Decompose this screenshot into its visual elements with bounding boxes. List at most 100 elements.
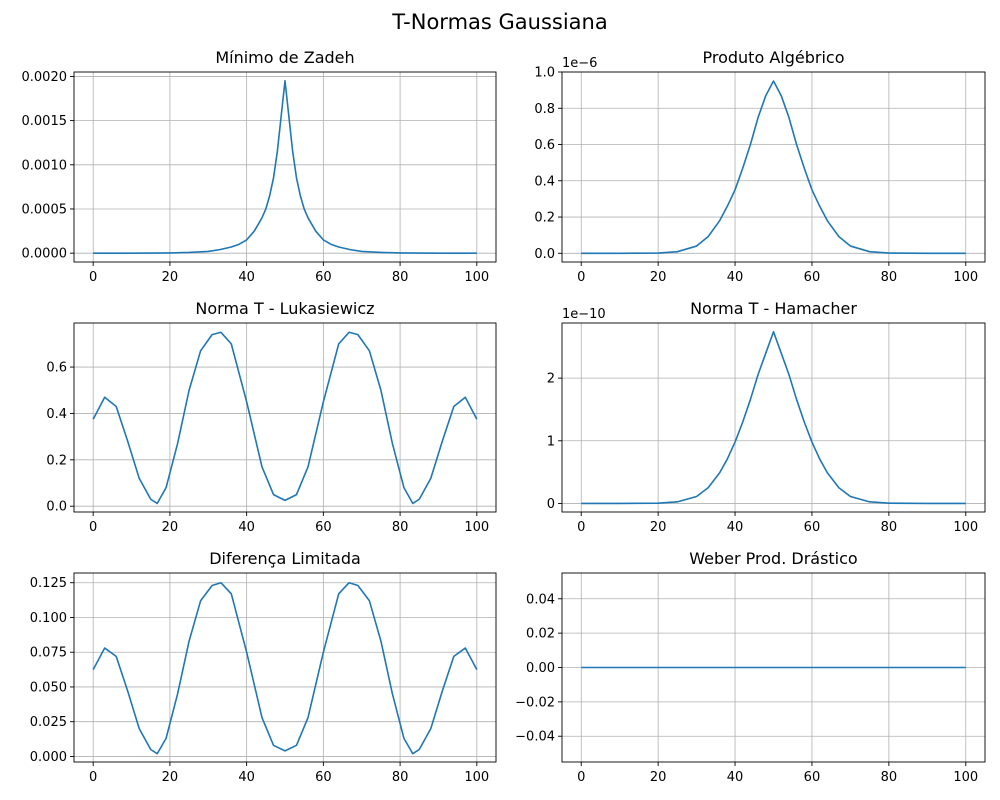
x-tick-label: 0 [577,770,585,785]
data-point [803,421,805,423]
y-tick-label: −0.02 [515,695,555,710]
data-point [965,503,967,505]
data-point [380,389,382,391]
data-point [757,117,759,119]
axes-frame [73,322,497,513]
data-point [441,440,443,442]
x-tick-label: 60 [315,520,332,535]
data-point [392,443,394,445]
y-offset-label: 1e−6 [562,56,597,71]
y-tick-label: 0.100 [30,611,67,626]
data-point [188,252,190,254]
data-point [773,331,775,333]
data-point [303,208,305,210]
subplot-title: Weber Prod. Drástico [689,549,857,568]
x-tick-label: 20 [162,520,179,535]
data-point [927,252,929,254]
y-tick-label: 0.125 [30,576,67,591]
x-tick-label: 100 [464,520,489,535]
data-point [280,115,282,117]
series-line [581,330,966,505]
series-line [92,331,478,505]
y-tick-label: 0.6 [46,361,67,376]
data-point [580,252,582,254]
data-point [284,500,286,502]
data-point [307,717,309,719]
y-tick-label: 0.2 [46,453,67,468]
data-point [888,502,890,504]
x-tick-label: 0 [89,270,97,285]
data-point [438,252,440,254]
data-point [127,440,129,442]
series-line [93,80,477,254]
y-tick-label: 0.075 [30,646,67,661]
data-point [200,350,202,352]
data-point [796,399,798,401]
data-point [657,502,659,504]
data-point [696,496,698,498]
data-point [338,343,340,345]
data-point [296,494,298,496]
y-tick-label: 0.000 [30,750,67,765]
data-point [92,418,94,420]
data-point [330,244,332,246]
data-point [284,80,286,82]
data-point [246,401,248,403]
data-point [207,251,209,253]
axes-frame [561,71,986,263]
data-point [927,503,929,505]
subplot-3: 0 20 40 60 80 100 0.0 0.2 0.4 0.6 Norma T - Lukasi… [46,299,497,535]
data-point [357,585,359,587]
data-point [657,252,659,254]
data-point [265,208,267,210]
data-point [765,352,767,354]
data-point [307,217,309,219]
data-point [211,585,213,587]
x-tick-label: 60 [315,270,332,285]
data-point [246,651,248,653]
data-point [150,749,152,751]
data-point [850,496,852,498]
x-tick-label: 0 [89,770,97,785]
data-point [246,239,248,241]
data-point [348,582,350,584]
data-point [338,593,340,595]
data-point [888,252,890,254]
x-tick-label: 0 [577,520,585,535]
data-point [104,396,106,398]
data-point [773,80,775,82]
x-tick-label: 40 [238,270,255,285]
subplot-title: Produto Algébrico [703,48,845,67]
x-tick-label: 100 [464,770,489,785]
data-point [750,144,752,146]
data-point [734,189,736,191]
data-point [838,236,840,238]
data-point [430,478,432,480]
data-point [361,251,363,253]
data-point [677,251,679,253]
data-point [453,656,455,658]
x-tick-label: 20 [162,270,179,285]
data-point [418,749,420,751]
data-point [742,167,744,169]
data-point [476,418,478,420]
data-point [138,478,140,480]
data-point [92,252,94,254]
data-point [277,151,279,153]
x-tick-label: 80 [881,520,898,535]
y-tick-label: 0.6 [534,138,555,153]
subplot-6: 0 20 40 60 80 100 −0.04 −0.02 0.00 0.02 0.04 Weber … [515,549,986,785]
data-point [380,252,382,254]
data-point [307,466,309,468]
data-point [619,503,621,505]
x-tick-label: 20 [650,270,667,285]
y-tick-label: 2 [547,372,555,387]
data-point [742,421,744,423]
data-point [127,690,129,692]
data-point [261,717,263,719]
data-point [131,252,133,254]
x-tick-label: 60 [804,270,821,285]
y-tick-label: 0.0 [534,247,555,262]
series-line [92,581,478,755]
subplot-title: Norma T - Lukasiewicz [195,299,374,318]
